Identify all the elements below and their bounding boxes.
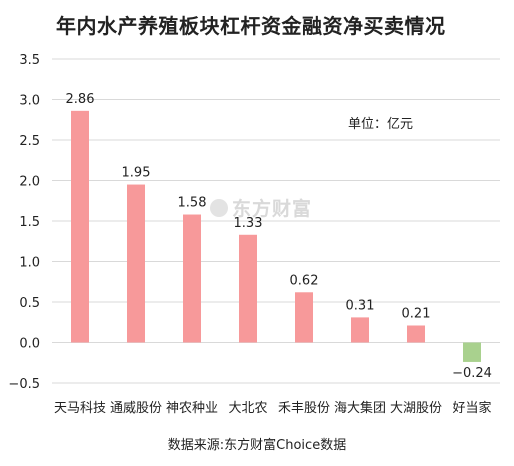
watermark-text: 东方财富	[232, 198, 313, 220]
watermark-logo-icon	[210, 199, 228, 217]
y-tick-label: 3.0	[19, 94, 40, 109]
bar	[127, 184, 145, 343]
bar	[239, 234, 257, 343]
y-axis: 3.5 3.0 2.5 2.0 1.5 1.0 0.5 0.0 −0.5	[8, 53, 40, 392]
grid-lines	[52, 58, 500, 384]
x-tick-label: 通威股份	[110, 401, 162, 416]
value-labels: 2.86 1.95 1.58 1.33 0.62 0.31 0.21 −0.24	[66, 92, 492, 381]
y-tick-label: 2.5	[19, 134, 40, 149]
data-label: 1.58	[178, 196, 207, 211]
unit-label: 单位：亿元	[348, 117, 414, 132]
x-tick-label: 天马科技	[54, 401, 106, 416]
y-tick-label: 3.5	[19, 53, 40, 68]
data-label: 0.62	[290, 273, 319, 288]
y-tick-label: 0.0	[19, 337, 40, 352]
x-tick-label: 大北农	[228, 401, 267, 416]
x-axis: 天马科技 通威股份 神农种业 大北农 禾丰股份 海大集团 大湖股份 好当家	[54, 400, 492, 416]
x-tick-label: 好当家	[452, 400, 491, 416]
data-label: 1.33	[234, 216, 263, 231]
x-tick-label: 禾丰股份	[278, 401, 330, 416]
bar	[463, 342, 481, 362]
data-label: 0.31	[346, 298, 375, 313]
y-tick-label: 0.5	[19, 296, 40, 311]
bar	[351, 317, 369, 343]
bar	[407, 325, 425, 343]
y-tick-label: 1.5	[19, 215, 40, 230]
watermark: 东方财富	[210, 194, 312, 221]
bar	[71, 110, 89, 343]
data-label: −0.24	[452, 366, 492, 381]
y-tick-label: 1.0	[19, 256, 40, 271]
bar	[295, 292, 313, 343]
x-tick-label: 海大集团	[334, 400, 386, 416]
bar	[183, 214, 201, 343]
x-tick-label: 大湖股份	[390, 401, 442, 416]
source-label: 数据来源:东方财富Choice数据	[167, 438, 347, 453]
x-tick-label: 神农种业	[166, 401, 218, 416]
data-label: 1.95	[122, 166, 151, 181]
y-tick-label: −0.5	[8, 377, 40, 392]
data-label: 0.21	[402, 306, 431, 321]
data-label: 2.86	[66, 92, 95, 107]
y-tick-label: 2.0	[19, 175, 40, 190]
chart-title: 年内水产养殖板块杠杆资金融资净买卖情况	[56, 14, 446, 38]
bars	[71, 110, 481, 362]
